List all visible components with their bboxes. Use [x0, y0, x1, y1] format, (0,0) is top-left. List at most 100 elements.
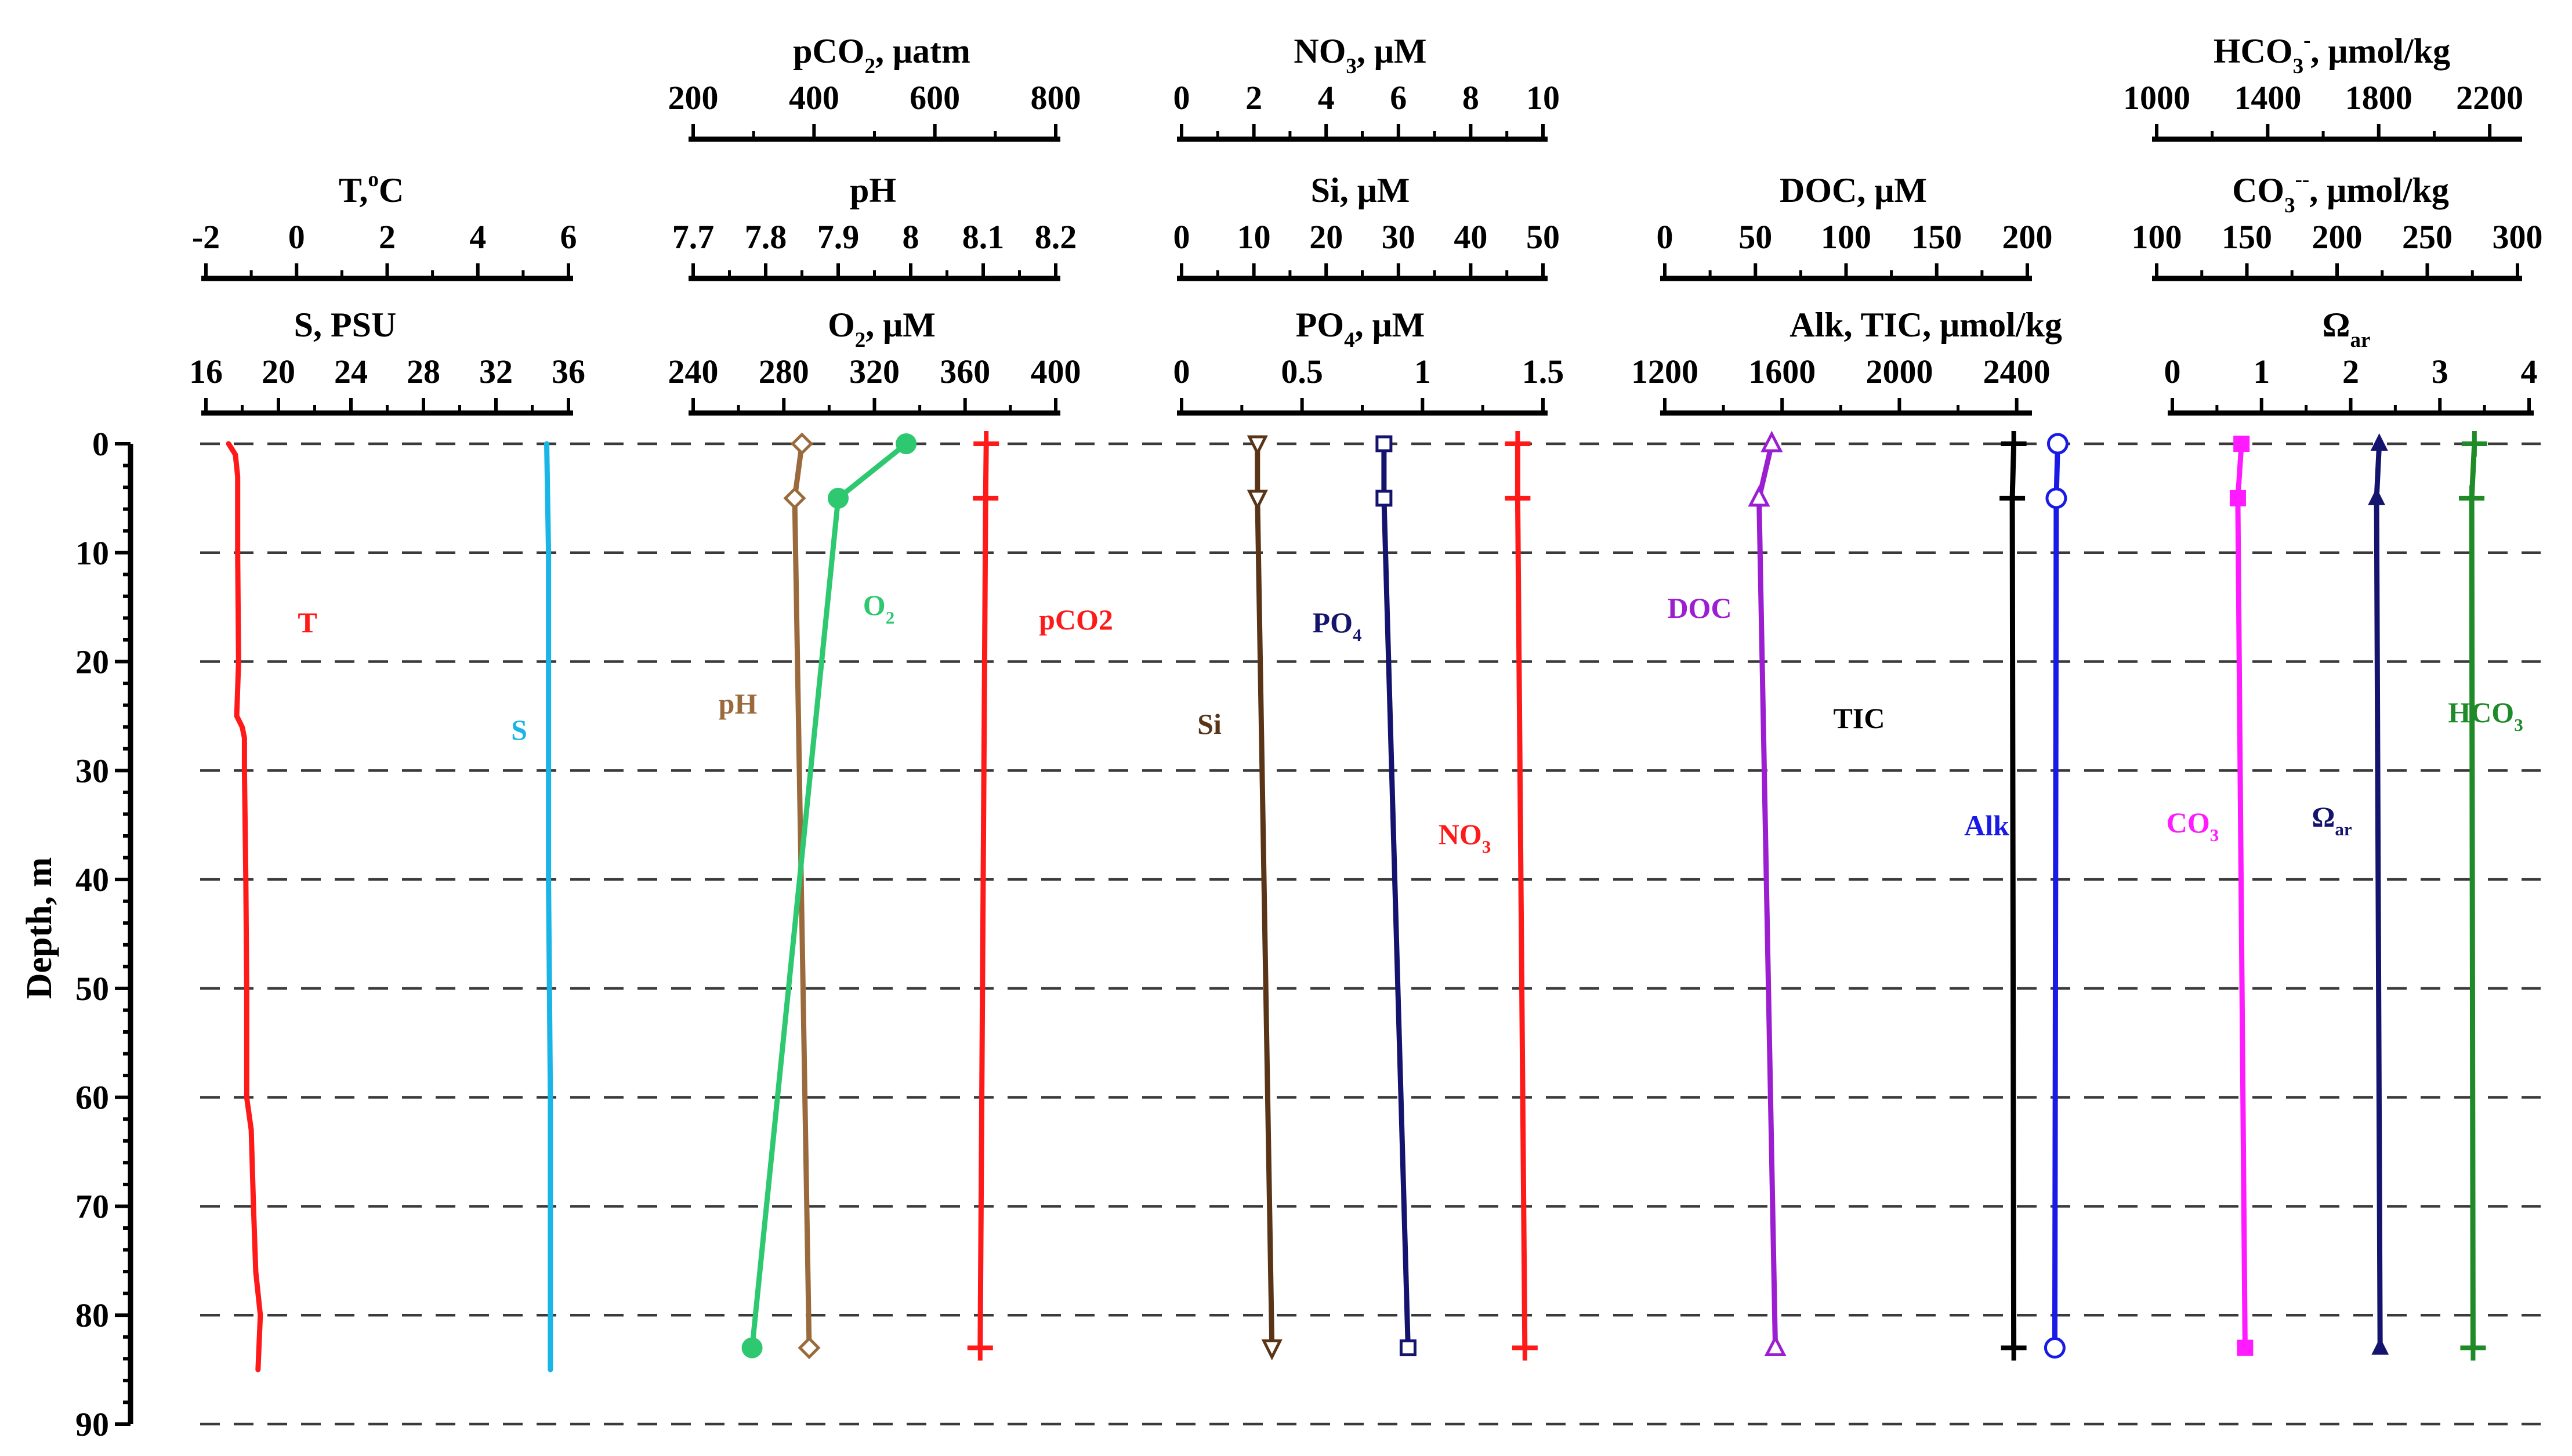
point-marker: [790, 432, 814, 455]
series-line-omega-ar: [2374, 441, 2383, 1351]
series-alk: [2044, 433, 2069, 1359]
axis-tick-label: 16: [189, 353, 223, 390]
axis-tick-label: 36: [552, 353, 585, 390]
axis-o2: 240 280 320 360 400 O2, μM: [668, 306, 1081, 416]
axis-tick-label: 10: [1237, 218, 1271, 256]
point-marker: [2044, 1337, 2066, 1359]
axis-title-t: T,oC: [339, 168, 404, 209]
axis-tick-label: 0.5: [1281, 353, 1323, 390]
axis-tick-label: 600: [910, 79, 960, 117]
axis-title-s: S, PSU: [294, 306, 397, 344]
axis-tick-label: 200: [668, 79, 719, 117]
axis-tick-label: 0: [1657, 218, 1673, 256]
series-labels: T SpH O2 pCO2 Si PO4 NO3 DOC TIC Alk CO3 Ωar HCO3: [298, 589, 2523, 857]
series-o2: [741, 433, 917, 1359]
axis-title-doc: DOC, μM: [1780, 171, 1927, 209]
axis-title-pco2: pCO2, μatm: [793, 32, 970, 78]
axis-tick-label: 2: [2342, 353, 2359, 390]
series-label-no3: NO3: [1439, 818, 1491, 857]
series-line-pco2: [977, 441, 989, 1351]
axis-tick-label: 3: [2432, 353, 2448, 390]
axis-tick-label: 200: [2002, 218, 2053, 256]
point-marker: [1375, 435, 1393, 452]
series-ph: [783, 432, 821, 1360]
series-line-co3: [2235, 441, 2248, 1351]
axis-omega: 0 1 2 3 4 Ωar: [2164, 306, 2538, 416]
axis-tick-label: 1.5: [1522, 353, 1564, 390]
axis-tick-label: 7.7: [672, 218, 715, 256]
series-label-ph: pH: [719, 687, 758, 720]
series-line-alk: [2052, 441, 2060, 1351]
series-line-hco3: [2469, 441, 2477, 1351]
axis-si: 0 10 20 30 40 50 Si, μM: [1173, 171, 1560, 281]
axis-tick-label: 8.1: [962, 218, 1005, 256]
series-no3: [1505, 431, 1538, 1361]
series-line-o2: [749, 441, 909, 1351]
axis-title-no3: NO3, μM: [1294, 32, 1426, 78]
depth-tick-label: 80: [75, 1296, 109, 1334]
depth-tick-label: 90: [75, 1406, 109, 1443]
axis-tick-label: 150: [2222, 218, 2272, 256]
axis-tick-label: 1800: [2345, 79, 2412, 117]
axis-t: -2 0 2 4 6 T,oC: [192, 168, 577, 281]
axis-tick-label: 1: [2253, 353, 2270, 390]
axis-tick-label: 6: [560, 218, 577, 256]
series-label-hco3: HCO3: [2448, 696, 2523, 735]
point-marker: [783, 487, 806, 510]
axis-title-ph: pH: [850, 171, 896, 209]
axis-tick-label: 1400: [2234, 79, 2301, 117]
point-marker: [2237, 1339, 2254, 1356]
axis-title-o2: O2, μM: [828, 306, 936, 352]
axis-s: 16 20 24 28 32 36 S, PSU: [189, 306, 585, 416]
point-marker: [2229, 490, 2246, 506]
series-label-omega-ar: Ωar: [2312, 801, 2352, 839]
series-hco3: [2459, 431, 2487, 1361]
point-marker: [1399, 1339, 1417, 1357]
axis-tick-label: 8.2: [1035, 218, 1077, 256]
axis-tick-label: 300: [2493, 218, 2543, 256]
axis-tick-label: 0: [288, 218, 305, 256]
axis-tick-label: 4: [1318, 79, 1335, 117]
series-label-t: T: [298, 606, 317, 639]
point-marker: [1247, 490, 1268, 511]
axis-po4: 0 0.5 1 1.5 PO4, μM: [1173, 306, 1564, 416]
depth-tick-label: 40: [75, 861, 109, 899]
axis-tick-label: 8: [903, 218, 919, 256]
point-marker: [2045, 487, 2067, 509]
axis-tick-label: 0: [2164, 353, 2181, 390]
axis-tick-label: 200: [2312, 218, 2363, 256]
point-marker: [2371, 1337, 2389, 1355]
axis-tick-label: 2: [1245, 79, 1262, 117]
axis-tick-label: 1200: [1631, 353, 1698, 390]
axis-tick-label: 150: [1911, 218, 1962, 256]
axis-tick-label: 2000: [1865, 353, 1933, 390]
axis-title-omega: Ωar: [2323, 306, 2371, 352]
series-pco2: [967, 431, 999, 1361]
depth-tick-label: 20: [75, 643, 109, 681]
depth-axis: 0 10 20 30 40 50 60 70 80 90 Depth, m: [20, 425, 133, 1443]
axis-tick-label: 2400: [1983, 353, 2051, 390]
series-line-doc: [1756, 441, 1778, 1351]
depth-tick-label: 0: [92, 425, 109, 463]
axis-tick-label: 360: [940, 353, 990, 390]
axis-title-alktic: Alk, TIC, μmol/kg: [1789, 306, 2062, 344]
point-marker: [798, 1337, 821, 1360]
data-series: [226, 430, 2487, 1372]
axis-tick-label: 1000: [2123, 79, 2190, 117]
series-po4: [1375, 435, 1417, 1357]
axis-tick-label: 7.8: [745, 218, 787, 256]
series-label-tic: TIC: [1834, 702, 1885, 734]
series-line-t: [226, 441, 263, 1372]
axis-tick-label: 240: [668, 353, 719, 390]
axis-tick-label: 1600: [1748, 353, 1816, 390]
point-marker: [1760, 430, 1783, 452]
axis-title-po4: PO4, μM: [1296, 306, 1425, 352]
depth-tick-label: 50: [75, 970, 109, 1008]
point-marker: [896, 433, 917, 454]
axis-tick-label: 100: [2132, 218, 2182, 256]
axis-tick-label: 28: [407, 353, 440, 390]
point-marker: [2368, 487, 2386, 505]
point-marker: [741, 1337, 763, 1359]
